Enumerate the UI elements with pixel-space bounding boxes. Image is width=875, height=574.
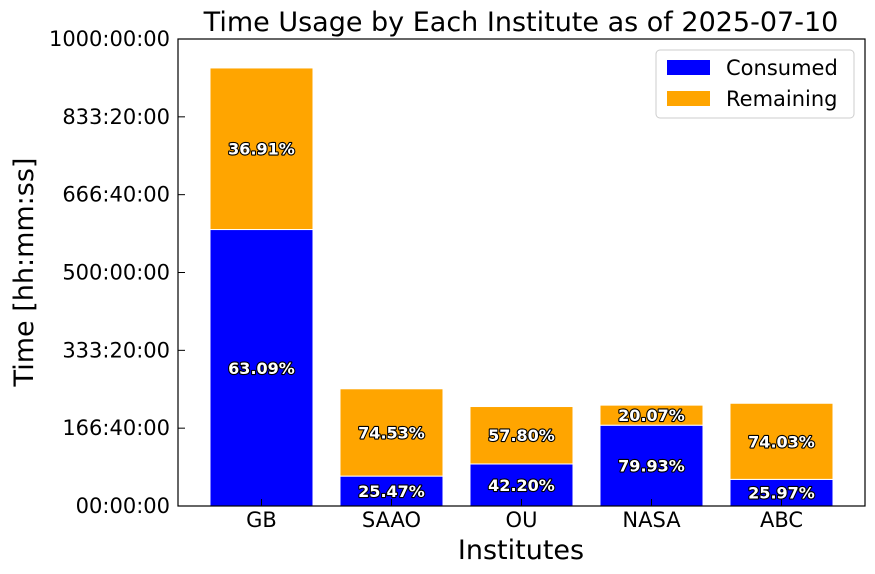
bar-remaining-saao [339, 388, 444, 477]
x-tick-label-gb: GB [246, 508, 277, 532]
x-tick-label-saao: SAAO [362, 508, 421, 532]
y-tick-label: 833:20:00 [62, 105, 170, 129]
y-tick-label: 333:20:00 [62, 338, 170, 362]
y-tick-label: 166:40:00 [62, 416, 170, 440]
legend-swatch-consumed [667, 60, 710, 75]
bar-consumed-gb [209, 229, 314, 507]
chart-title: Time Usage by Each Institute as of 2025-… [203, 7, 839, 38]
bar-remaining-gb [209, 67, 314, 231]
bar-label-consumed-saao: 25.47% [358, 482, 425, 501]
bar-label-consumed-nasa: 79.93% [618, 457, 685, 476]
bar-label-remaining-gb: 36.91% [228, 140, 295, 159]
y-tick-label: 00:00:00 [76, 494, 170, 518]
bar-label-consumed-ou: 42.20% [488, 476, 555, 495]
bar-remaining-abc [729, 402, 834, 480]
y-tick-label: 500:00:00 [62, 261, 170, 285]
legend-label-remaining: Remaining [726, 87, 838, 111]
bar-remaining-ou [469, 406, 574, 465]
bar-remaining-nasa [599, 404, 704, 426]
x-tick-label-nasa: NASA [622, 508, 681, 532]
legend: Consumed Remaining [655, 49, 855, 119]
bar-label-remaining-ou: 57.80% [488, 426, 555, 445]
y-axis: 00:00:00 166:40:00 333:20:00 500:00:00 666:4… [49, 27, 185, 518]
bar-label-remaining-nasa: 20.07% [618, 406, 685, 425]
x-axis: GB SAAO OU NASA ABC [246, 499, 803, 532]
legend-swatch-remaining [667, 91, 710, 106]
y-axis-title: Time [hh:mm:ss] [9, 158, 40, 388]
legend-label-consumed: Consumed [726, 56, 838, 80]
x-tick-label-ou: OU [506, 508, 538, 532]
bar-labels-layer: 63.09% 36.91% 25.47% 74.53% 42.20% 57.80% 79.9… [227, 139, 816, 504]
bar-label-remaining-saao: 74.53% [358, 423, 425, 442]
bars-layer [209, 67, 834, 507]
x-axis-title: Institutes [458, 535, 584, 566]
bar-label-consumed-gb: 63.09% [228, 359, 295, 378]
x-tick-label-abc: ABC [760, 508, 803, 532]
bar-label-remaining-abc: 74.03% [748, 432, 815, 451]
y-tick-label: 1000:00:00 [49, 27, 170, 51]
bar-label-consumed-abc: 25.97% [748, 484, 815, 503]
y-tick-label: 666:40:00 [62, 183, 170, 207]
